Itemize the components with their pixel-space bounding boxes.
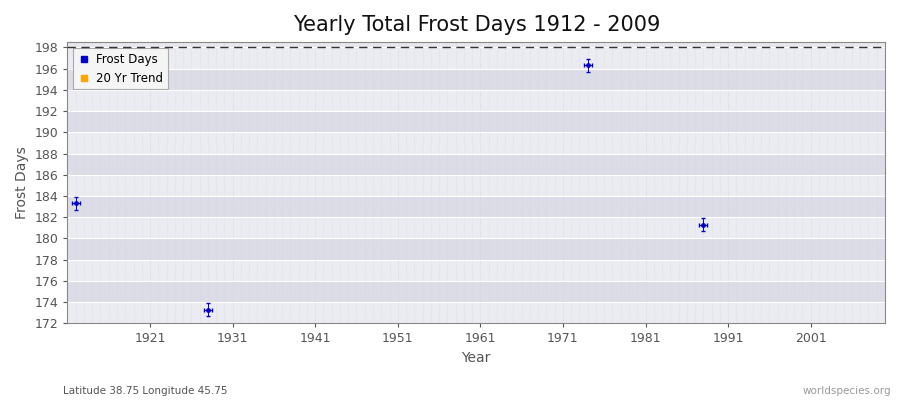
Bar [68, 48, 885, 69]
Text: worldspecies.org: worldspecies.org [803, 386, 891, 396]
Bar [68, 281, 885, 302]
Bar [68, 90, 885, 111]
Y-axis label: Frost Days: Frost Days [15, 146, 29, 219]
Text: Latitude 38.75 Longitude 45.75: Latitude 38.75 Longitude 45.75 [63, 386, 228, 396]
Bar [68, 302, 885, 324]
Legend: Frost Days, 20 Yr Trend: Frost Days, 20 Yr Trend [74, 48, 167, 89]
X-axis label: Year: Year [462, 351, 490, 365]
Bar [68, 217, 885, 238]
Bar [68, 260, 885, 281]
Bar [68, 69, 885, 90]
Title: Yearly Total Frost Days 1912 - 2009: Yearly Total Frost Days 1912 - 2009 [292, 15, 660, 35]
Bar [68, 238, 885, 260]
Bar [68, 154, 885, 175]
Bar [68, 196, 885, 217]
Bar [68, 132, 885, 154]
Bar [68, 111, 885, 132]
Bar [68, 175, 885, 196]
